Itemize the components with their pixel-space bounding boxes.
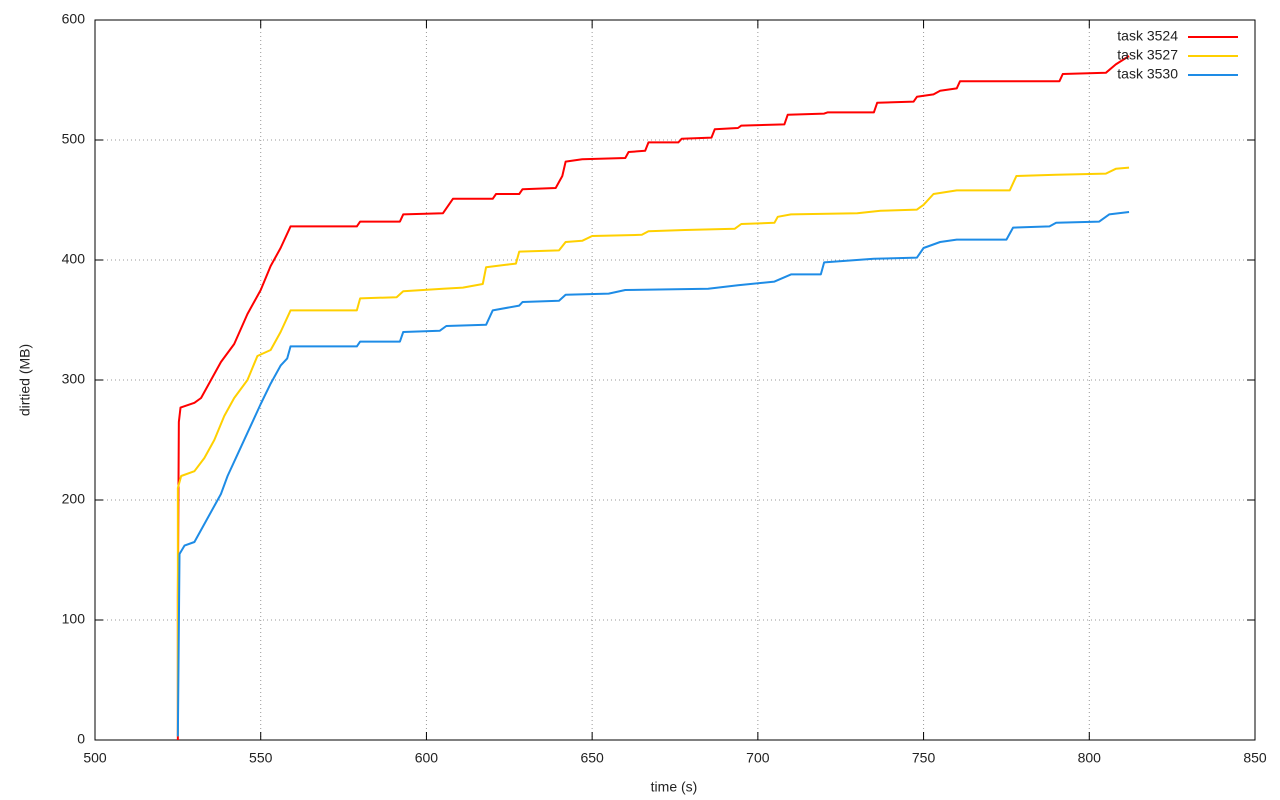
x-tick-label: 850	[1243, 750, 1267, 766]
x-tick-label: 750	[912, 750, 936, 766]
plot-frame	[94, 19, 1256, 741]
series-line	[176, 166, 1130, 737]
x-tick-label: 550	[249, 750, 273, 766]
y-tick-label: 600	[62, 11, 86, 27]
x-tick-label: 650	[580, 750, 604, 766]
x-tick-label: 800	[1078, 750, 1102, 766]
series-line	[176, 55, 1130, 740]
x-tick-label: 500	[83, 750, 107, 766]
x-tick-label: 700	[746, 750, 770, 766]
legend-label: task 3527	[1117, 47, 1178, 63]
legend-label: task 3524	[1117, 28, 1178, 44]
y-axis-label: dirtied (MB)	[17, 344, 33, 416]
legend-label: task 3530	[1117, 66, 1178, 82]
y-tick-label: 400	[62, 251, 86, 267]
y-tick-label: 0	[77, 731, 85, 747]
x-axis-label: time (s)	[651, 779, 698, 795]
x-tick-label: 600	[415, 750, 439, 766]
y-tick-label: 500	[62, 131, 86, 147]
y-tick-label: 100	[62, 611, 86, 627]
y-tick-label: 200	[62, 491, 86, 507]
y-tick-label: 300	[62, 371, 86, 387]
series-line	[176, 211, 1130, 737]
